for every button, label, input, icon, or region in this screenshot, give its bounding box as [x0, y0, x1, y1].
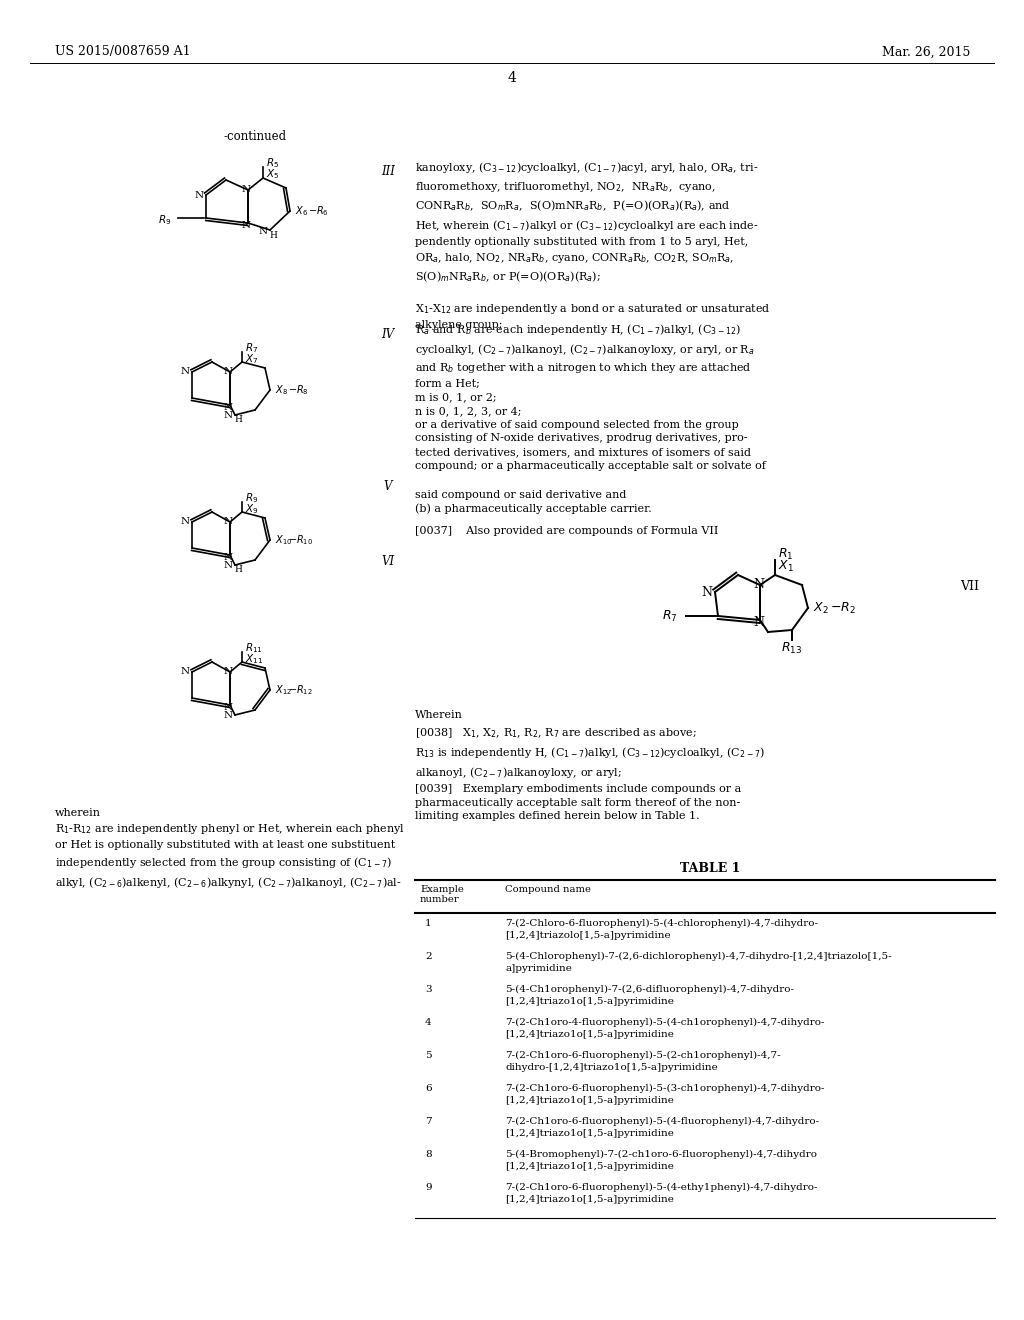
Text: $X_2$: $X_2$: [813, 601, 828, 615]
Text: N: N: [242, 185, 251, 194]
Text: 4: 4: [508, 71, 516, 84]
Text: TABLE 1: TABLE 1: [680, 862, 740, 875]
Text: kanoyloxy, (C$_{3-12}$)cycloalkyl, (C$_{1-7}$)acyl, aryl, halo, OR$_a$, tri-
flu: kanoyloxy, (C$_{3-12}$)cycloalkyl, (C$_{…: [415, 160, 759, 285]
Text: 4: 4: [425, 1018, 432, 1027]
Text: $-R_{12}$: $-R_{12}$: [288, 684, 313, 697]
Text: $R_9$: $R_9$: [158, 213, 171, 227]
Text: N: N: [180, 367, 189, 376]
Text: $X_6$: $X_6$: [295, 205, 308, 218]
Text: N: N: [195, 190, 204, 199]
Text: $X_9$: $X_9$: [245, 502, 259, 516]
Text: $R_7$: $R_7$: [245, 341, 258, 355]
Text: $-R_{10}$: $-R_{10}$: [288, 533, 313, 546]
Text: H: H: [234, 416, 242, 425]
Text: said compound or said derivative and
(b) a pharmaceutically acceptable carrier.: said compound or said derivative and (b)…: [415, 490, 651, 515]
Text: 5-(4-Bromophenyl)-7-(2-ch1oro-6-fluorophenyl)-4,7-dihydro
[1,2,4]triazo1o[1,5-a]: 5-(4-Bromophenyl)-7-(2-ch1oro-6-fluoroph…: [505, 1150, 817, 1171]
Text: VI: VI: [381, 554, 394, 568]
Text: $R_{13}$: $R_{13}$: [781, 640, 803, 656]
Text: R$_1$-R$_{12}$ are independently phenyl or Het, wherein each phenyl
or Het is op: R$_1$-R$_{12}$ are independently phenyl …: [55, 822, 404, 890]
Text: X$_1$-X$_{12}$ are independently a bond or a saturated or unsaturated
alkylene g: X$_1$-X$_{12}$ are independently a bond …: [415, 302, 771, 330]
Text: 3: 3: [425, 985, 432, 994]
Text: IV: IV: [381, 327, 394, 341]
Text: N: N: [259, 227, 268, 235]
Text: US 2015/0087659 A1: US 2015/0087659 A1: [55, 45, 190, 58]
Text: N: N: [224, 412, 233, 421]
Text: $-R_2$: $-R_2$: [830, 601, 856, 615]
Text: V: V: [384, 480, 392, 492]
Text: 7: 7: [425, 1117, 432, 1126]
Text: $-R_8$: $-R_8$: [288, 383, 309, 397]
Text: N: N: [224, 561, 233, 570]
Text: [0038]   X$_1$, X$_2$, R$_1$, R$_2$, R$_7$ are described as above;
R$_{13}$ is i: [0038] X$_1$, X$_2$, R$_1$, R$_2$, R$_7$…: [415, 726, 765, 780]
Text: N: N: [223, 516, 232, 525]
Text: VII: VII: [961, 579, 979, 593]
Text: N: N: [223, 667, 232, 676]
Text: 1: 1: [425, 919, 432, 928]
Text: 5-(4-Chlorophenyl)-7-(2,6-dichlorophenyl)-4,7-dihydro-[1,2,4]triazolo[1,5-
a]pyr: 5-(4-Chlorophenyl)-7-(2,6-dichlorophenyl…: [505, 952, 892, 973]
Text: $X_7$: $X_7$: [245, 352, 259, 366]
Text: [0037]    Also provided are compounds of Formula VII: [0037] Also provided are compounds of Fo…: [415, 525, 719, 536]
Text: 7-(2-Ch1oro-6-fluorophenyl)-5-(2-ch1orophenyl)-4,7-
dihydro-[1,2,4]triazo1o[1,5-: 7-(2-Ch1oro-6-fluorophenyl)-5-(2-ch1orop…: [505, 1051, 780, 1072]
Text: Compound name: Compound name: [505, 884, 591, 894]
Text: N: N: [180, 517, 189, 527]
Text: N: N: [223, 702, 232, 711]
Text: wherein: wherein: [55, 808, 101, 818]
Text: $R_7$: $R_7$: [663, 609, 678, 623]
Text: 6: 6: [425, 1084, 432, 1093]
Text: Mar. 26, 2015: Mar. 26, 2015: [882, 45, 970, 58]
Text: -continued: -continued: [223, 129, 287, 143]
Text: $R_9$: $R_9$: [245, 491, 258, 504]
Text: III: III: [381, 165, 395, 178]
Text: 2: 2: [425, 952, 432, 961]
Text: 8: 8: [425, 1150, 432, 1159]
Text: $X_8$: $X_8$: [275, 383, 288, 397]
Text: 5: 5: [425, 1051, 432, 1060]
Text: 7-(2-Chloro-6-fluorophenyl)-5-(4-chlorophenyl)-4,7-dihydro-
[1,2,4]triazolo[1,5-: 7-(2-Chloro-6-fluorophenyl)-5-(4-chlorop…: [505, 919, 818, 940]
Text: N: N: [701, 586, 713, 598]
Text: H: H: [269, 231, 276, 239]
Text: N: N: [242, 220, 251, 230]
Text: $R_1$: $R_1$: [778, 546, 794, 561]
Text: Example
number: Example number: [420, 884, 464, 904]
Text: 7-(2-Ch1oro-6-fluorophenyl)-5-(4-fluorophenyl)-4,7-dihydro-
[1,2,4]triazo1o[1,5-: 7-(2-Ch1oro-6-fluorophenyl)-5-(4-fluorop…: [505, 1117, 819, 1138]
Text: [0039]   Exemplary embodiments include compounds or a
pharmaceutically acceptabl: [0039] Exemplary embodiments include com…: [415, 784, 741, 821]
Text: Wherein: Wherein: [415, 710, 463, 719]
Text: $X_{10}$: $X_{10}$: [275, 533, 292, 546]
Text: $X_1$: $X_1$: [778, 558, 794, 574]
Text: $-R_6$: $-R_6$: [308, 205, 329, 218]
Text: 7-(2-Ch1oro-6-fluorophenyl)-5-(4-ethy1phenyl)-4,7-dihydro-
[1,2,4]triazo1o[1,5-a: 7-(2-Ch1oro-6-fluorophenyl)-5-(4-ethy1ph…: [505, 1183, 817, 1204]
Text: $X_5$: $X_5$: [266, 168, 280, 181]
Text: $R_{11}$: $R_{11}$: [245, 642, 263, 655]
Text: H: H: [234, 565, 242, 574]
Text: 7-(2-Ch1oro-6-fluorophenyl)-5-(3-ch1orophenyl)-4,7-dihydro-
[1,2,4]triazo1o[1,5-: 7-(2-Ch1oro-6-fluorophenyl)-5-(3-ch1orop…: [505, 1084, 824, 1105]
Text: $R_5$: $R_5$: [266, 156, 280, 170]
Text: N: N: [223, 367, 232, 375]
Text: 9: 9: [425, 1183, 432, 1192]
Text: 7-(2-Ch1oro-4-fluorophenyl)-5-(4-ch1orophenyl)-4,7-dihydro-
[1,2,4]triazo1o[1,5-: 7-(2-Ch1oro-4-fluorophenyl)-5-(4-ch1orop…: [505, 1018, 824, 1039]
Text: N: N: [224, 711, 233, 721]
Text: 5-(4-Ch1orophenyl)-7-(2,6-difluorophenyl)-4,7-dihydro-
[1,2,4]triazo1o[1,5-a]pyr: 5-(4-Ch1orophenyl)-7-(2,6-difluorophenyl…: [505, 985, 794, 1006]
Text: R$_a$ and R$_b$ are each independently H, (C$_{1-7}$)alkyl, (C$_{3-12}$)
cycloal: R$_a$ and R$_b$ are each independently H…: [415, 322, 766, 471]
Text: N: N: [754, 578, 765, 590]
Text: N: N: [223, 553, 232, 561]
Text: $X_{11}$: $X_{11}$: [245, 652, 263, 665]
Text: N: N: [180, 668, 189, 676]
Text: N: N: [754, 615, 765, 628]
Text: N: N: [223, 403, 232, 412]
Text: $X_{12}$: $X_{12}$: [275, 684, 292, 697]
